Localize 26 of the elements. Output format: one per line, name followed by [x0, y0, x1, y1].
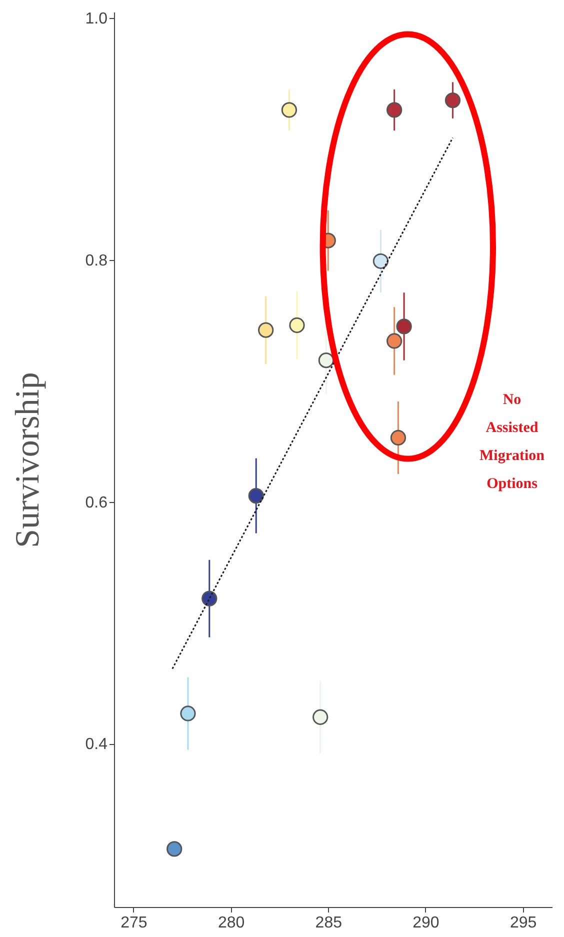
- x-tick-label: 275: [120, 914, 148, 932]
- point: [289, 317, 305, 334]
- point: [180, 706, 196, 722]
- y-tick-label: 0.8: [85, 252, 108, 270]
- point: [258, 322, 274, 338]
- point: [248, 488, 264, 504]
- point: [396, 318, 412, 334]
- point: [386, 102, 402, 118]
- x-tick-label: 295: [510, 914, 537, 932]
- y-axis-title: Survivorship: [9, 372, 46, 548]
- point: [390, 430, 406, 446]
- y-tick-label: 1.0: [85, 10, 108, 28]
- y-tick-label: 0.6: [85, 494, 108, 512]
- annotation: No Assisted Migration Options: [480, 392, 546, 492]
- point: [444, 92, 461, 108]
- x-tick-label: 285: [315, 914, 342, 932]
- x-tick-label: 290: [412, 914, 440, 932]
- point: [281, 102, 298, 118]
- point: [202, 590, 218, 606]
- y-tick-label: 0.4: [85, 736, 108, 754]
- point: [318, 352, 334, 368]
- point: [312, 709, 328, 725]
- x-tick-label: 280: [218, 914, 245, 932]
- point: [386, 333, 402, 349]
- point: [166, 841, 182, 857]
- point: [372, 253, 389, 269]
